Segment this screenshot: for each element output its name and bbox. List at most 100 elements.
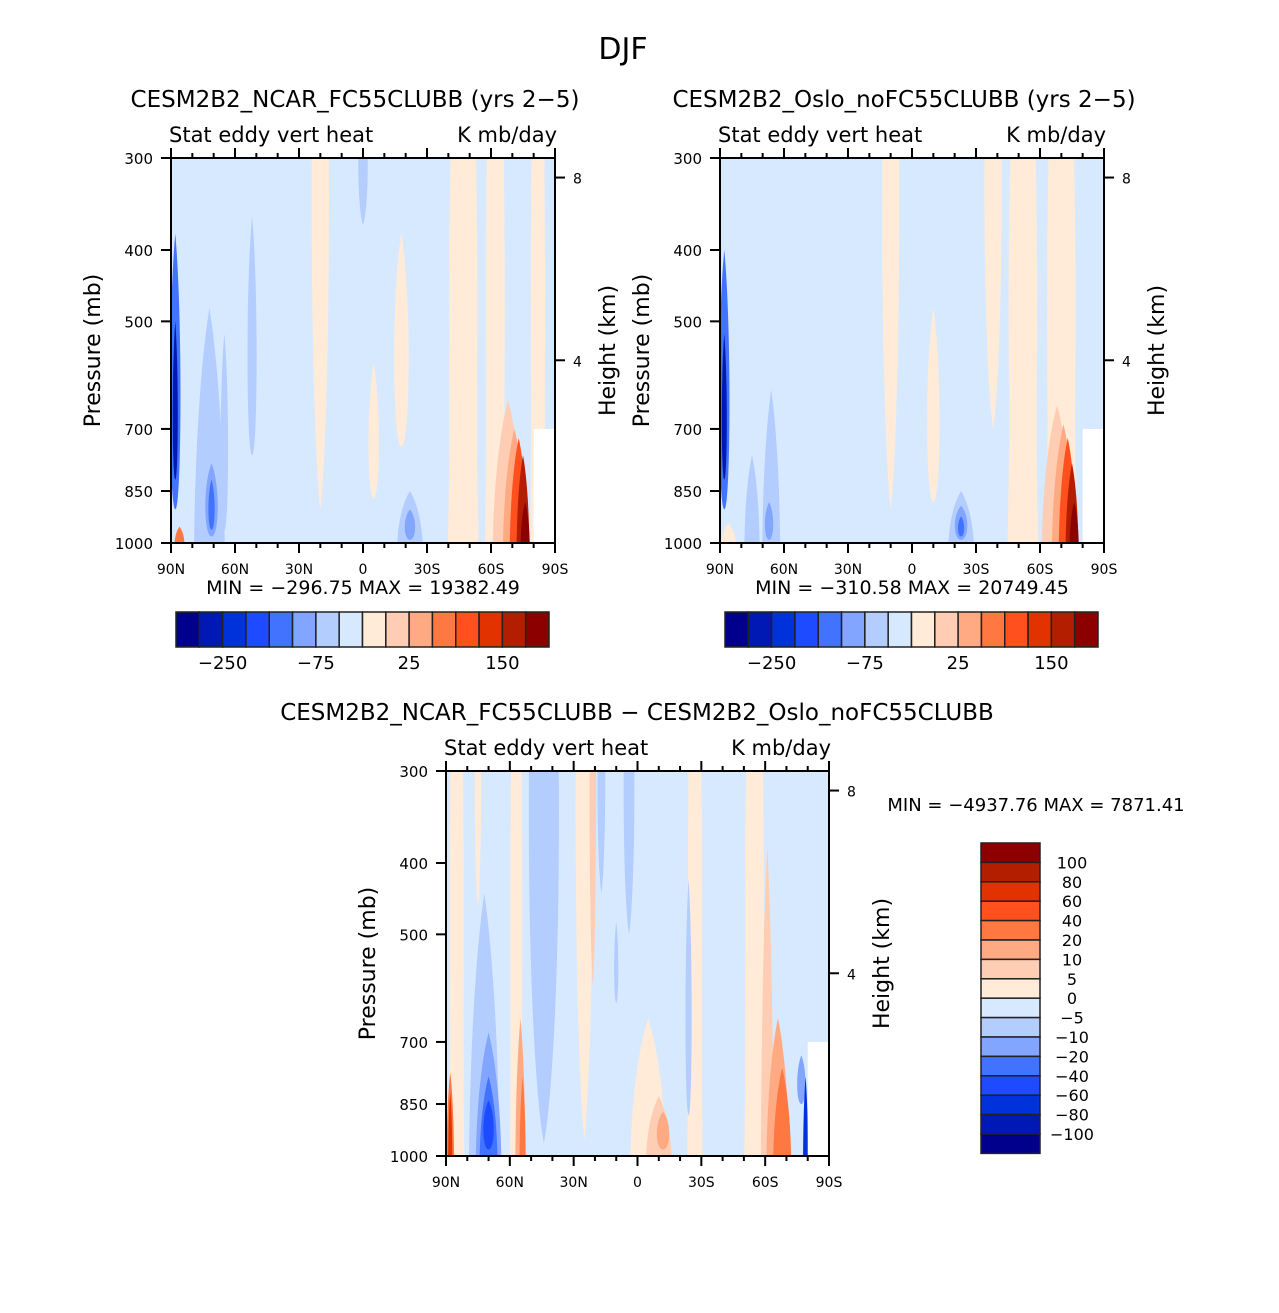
x-tick-label: 60N	[496, 1175, 524, 1191]
contour-field	[720, 158, 1104, 543]
contour-region	[744, 455, 760, 543]
y-tick-label: 300	[673, 150, 702, 168]
height-tick-label: 4	[1122, 354, 1131, 370]
x-tick-label: 30N	[560, 1175, 588, 1191]
colorbar-box	[221, 611, 247, 648]
colorbar-box	[980, 1016, 1041, 1038]
colorbar-box	[1004, 611, 1029, 648]
contour-region	[358, 158, 368, 226]
height-tick-label: 8	[1122, 172, 1131, 188]
colorbar-label: 150	[485, 653, 519, 674]
x-tick-label: 60S	[1027, 562, 1054, 578]
y-tick-label: 500	[124, 313, 153, 331]
contour-region	[1069, 502, 1079, 543]
contour-region	[589, 771, 597, 988]
colorbar-label: −80	[1055, 1106, 1089, 1125]
colorbar-label: −40	[1055, 1067, 1089, 1086]
colorbar-label: −10	[1055, 1028, 1089, 1047]
height-tick-label: 4	[847, 967, 856, 983]
contour-region	[483, 1100, 494, 1150]
contour-region	[762, 390, 781, 543]
colorbar-box	[980, 1075, 1041, 1096]
panel-title: CESM2B2_NCAR_FC55CLUBB (yrs 2−5)	[131, 87, 580, 113]
colorbar-box	[980, 978, 1041, 999]
colorbar-label: 25	[947, 653, 970, 674]
colorbar-box	[794, 611, 819, 648]
y-axis-label-right: Height (km)	[596, 285, 621, 416]
left-string: Stat eddy vert heat	[169, 123, 373, 147]
height-tick-label: 8	[847, 785, 856, 801]
colorbar-box	[385, 611, 410, 648]
colorbar-box	[1027, 611, 1053, 648]
contour-region	[984, 158, 1002, 429]
contour-region	[404, 509, 416, 540]
contour-region	[882, 158, 900, 510]
colorbar-box	[1073, 611, 1099, 648]
x-tick-label: 90N	[706, 562, 734, 578]
colorbar-box	[315, 611, 340, 648]
colorbar-box	[291, 611, 317, 648]
contour-region	[773, 1068, 792, 1156]
x-tick-label: 0	[359, 562, 368, 578]
main-title: DJF	[598, 32, 647, 67]
x-tick-label: 90N	[157, 562, 185, 578]
colorbar-box	[501, 611, 527, 648]
colorbar-box	[817, 611, 843, 648]
y-tick-label: 850	[673, 483, 702, 501]
colorbar-label: 5	[1067, 970, 1077, 989]
colorbar-box	[957, 611, 983, 648]
contour-region	[597, 771, 606, 894]
height-tick-label: 8	[573, 172, 582, 188]
y-tick-label: 1000	[390, 1148, 428, 1166]
x-tick-label: 30S	[963, 562, 990, 578]
x-tick-label: 60N	[221, 562, 249, 578]
colorbar-box	[980, 919, 1041, 941]
x-tick-label: 90S	[1091, 562, 1118, 578]
colorbar-label: 25	[398, 653, 421, 674]
x-tick-label: 60S	[478, 562, 505, 578]
y-tick-label: 500	[673, 313, 702, 331]
contour-region	[614, 921, 619, 1004]
colorbar-label: 80	[1062, 873, 1082, 892]
colorbar-label: −100	[1050, 1125, 1094, 1144]
colorbar-label: 100	[1057, 853, 1088, 872]
colorbar-label: 0	[1067, 989, 1077, 1008]
left-string: Stat eddy vert heat	[718, 123, 922, 147]
colorbar-box	[524, 611, 550, 648]
contour-region	[394, 233, 409, 447]
contour-region	[575, 771, 593, 1140]
contour-region	[528, 771, 559, 1143]
colorbar-box	[980, 611, 1006, 648]
colorbar-label: −250	[198, 653, 247, 674]
right-string: K mb/day	[731, 736, 831, 760]
colorbar-box	[724, 611, 750, 648]
colorbar-box	[980, 1055, 1041, 1077]
colorbar-box	[268, 611, 294, 648]
x-tick-label: 90S	[816, 1175, 843, 1191]
contour-region	[208, 479, 215, 530]
x-tick-label: 60N	[770, 562, 798, 578]
colorbar-box	[455, 611, 480, 648]
contour-region	[623, 771, 635, 935]
contour-region	[368, 363, 379, 499]
x-tick-label: 90N	[432, 1175, 460, 1191]
x-tick-label: 30S	[688, 1175, 715, 1191]
colorbar-box	[770, 611, 796, 648]
contour-region	[957, 516, 965, 537]
left-string: Stat eddy vert heat	[444, 736, 648, 760]
x-tick-label: 0	[908, 562, 917, 578]
y-tick-label: 700	[673, 421, 702, 439]
colorbar-label: −250	[747, 653, 796, 674]
colorbar-box	[934, 611, 959, 648]
y-tick-label: 300	[399, 763, 428, 781]
colorbar-box	[478, 611, 504, 648]
y-tick-label: 500	[399, 926, 428, 944]
min-max-label: MIN = −4937.76 MAX = 7871.41	[887, 795, 1184, 816]
contour-region	[685, 878, 692, 1116]
colorbar-box	[910, 611, 936, 648]
contour-region	[448, 771, 465, 1156]
x-tick-label: 0	[633, 1175, 642, 1191]
colorbar-box	[980, 1094, 1041, 1116]
colorbar-label: −5	[1060, 1009, 1084, 1028]
